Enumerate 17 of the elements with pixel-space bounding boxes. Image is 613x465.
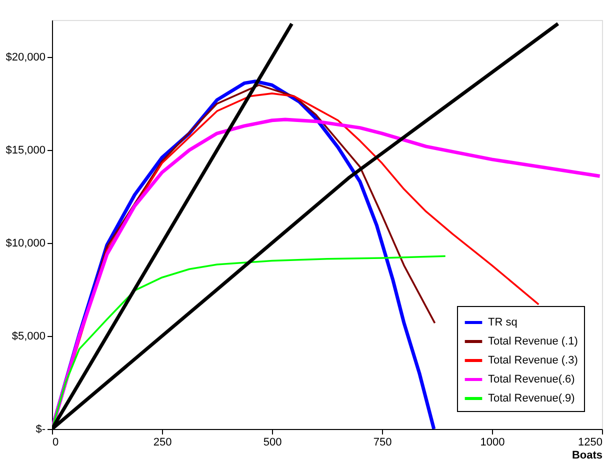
x-tick-label: 1000 — [480, 436, 505, 448]
y-tick-label: $10,000 — [6, 238, 46, 250]
legend-label: Total Revenue (.1) — [488, 336, 578, 348]
x-tick-label: 250 — [153, 436, 172, 448]
x-tick-label: 1250 — [578, 436, 602, 448]
x-tick-label: 0 — [52, 436, 59, 448]
x-axis-title: Boats — [572, 450, 602, 462]
legend-label: Total Revenue (.3) — [488, 354, 578, 366]
y-tick-label: $20,000 — [6, 52, 46, 64]
legend-label: Total Revenue(.9) — [488, 392, 575, 404]
y-tick-label: $5,000 — [12, 330, 46, 343]
legend-label: Total Revenue(.6) — [488, 374, 575, 386]
y-tick-label: $- — [36, 424, 46, 436]
y-tick-label: $15,000 — [6, 144, 46, 157]
x-tick-label: 750 — [373, 436, 392, 448]
legend-label: TR sq — [488, 316, 518, 328]
x-tick-label: 500 — [263, 436, 282, 448]
